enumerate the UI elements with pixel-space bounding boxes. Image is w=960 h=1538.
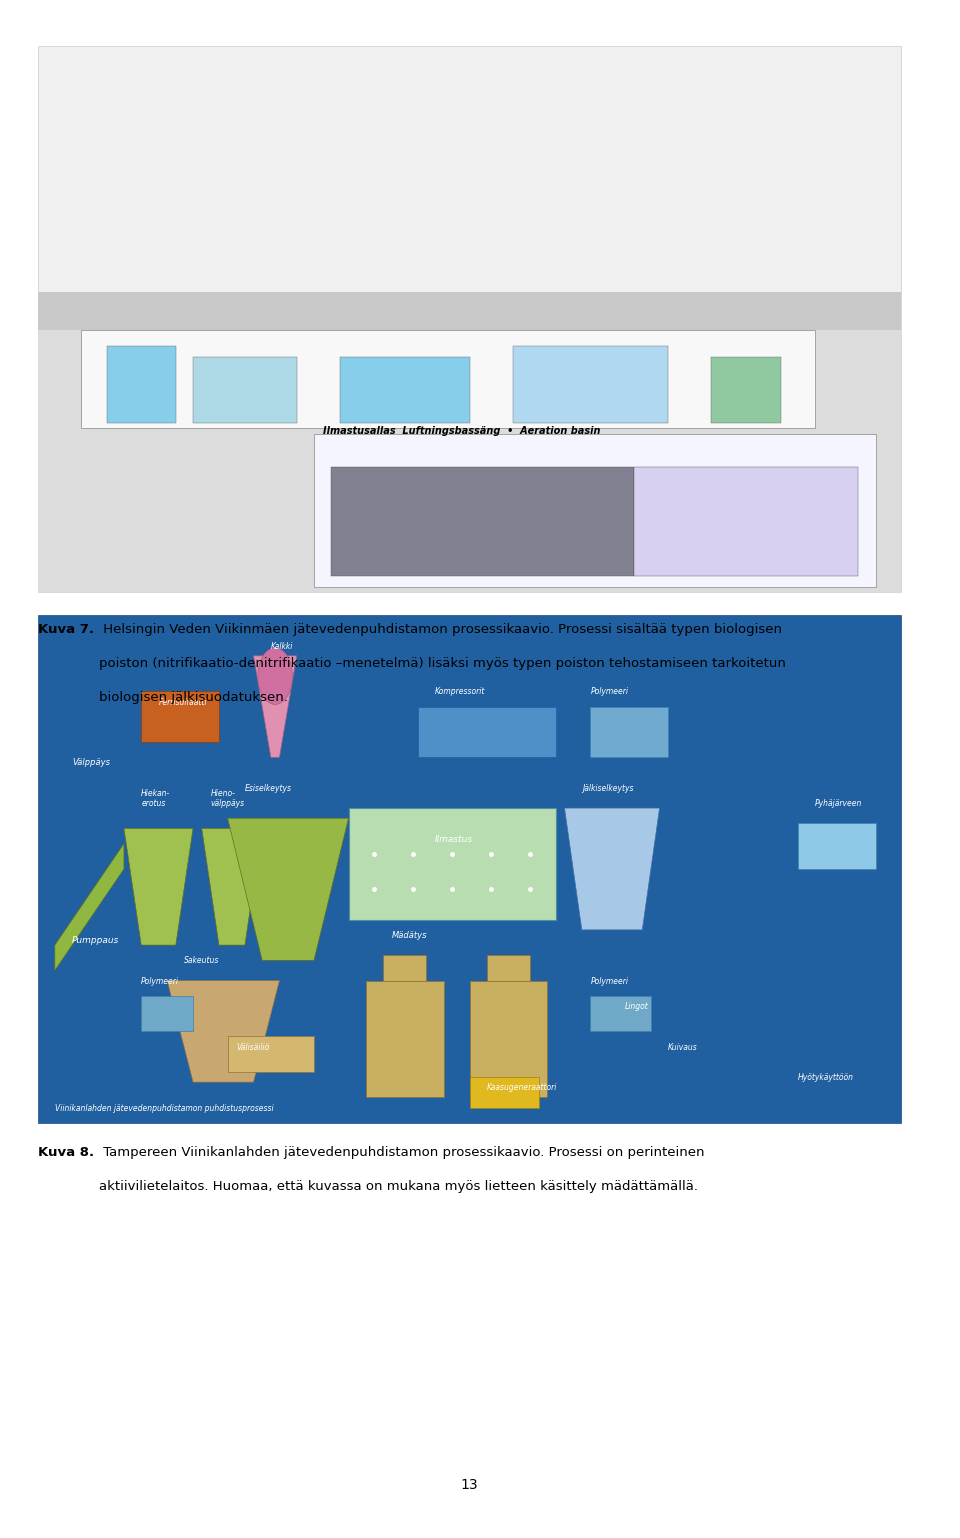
Text: biologisen jälkisuodatuksen.: biologisen jälkisuodatuksen. [99,691,287,703]
Text: poiston (nitrifikaatio-denitrifikaatio –menetelmä) lisäksi myös typen poiston te: poiston (nitrifikaatio-denitrifikaatio –… [99,657,785,669]
Text: 13: 13 [461,1478,478,1492]
Polygon shape [564,807,660,930]
FancyBboxPatch shape [634,466,858,575]
Text: Kuva 8.: Kuva 8. [37,1146,94,1158]
Text: Kompressorit: Kompressorit [435,687,486,697]
Text: Hyötykäyttöön: Hyötykäyttöön [798,1074,853,1083]
FancyBboxPatch shape [37,331,901,592]
Text: aktiivilietelaitos. Huomaa, että kuvassa on mukana myös lietteen käsittely mädät: aktiivilietelaitos. Huomaa, että kuvassa… [99,1180,698,1192]
Text: Välppäys: Välppäys [72,758,110,767]
FancyBboxPatch shape [513,346,668,423]
Text: Kaasugeneraattori: Kaasugeneraattori [487,1083,557,1092]
Text: Ferrisulfaatti: Ferrisulfaatti [158,698,207,706]
Text: Kuivaus: Kuivaus [668,1043,698,1052]
Text: Pumppaus: Pumppaus [72,937,119,944]
Polygon shape [55,843,124,970]
Text: Sakeutus: Sakeutus [184,957,220,966]
FancyBboxPatch shape [141,691,219,741]
Polygon shape [167,981,279,1083]
Text: Polymeeri: Polymeeri [590,977,629,986]
Text: Pyhäjärveen: Pyhäjärveen [815,800,862,807]
Polygon shape [124,829,193,944]
FancyBboxPatch shape [37,292,901,592]
FancyBboxPatch shape [107,346,176,423]
FancyBboxPatch shape [711,357,780,423]
Text: Mädätys: Mädätys [392,930,427,940]
FancyBboxPatch shape [798,823,876,869]
Text: Hiekan-
erotus: Hiekan- erotus [141,789,171,807]
Text: Lingot: Lingot [625,1003,649,1010]
FancyBboxPatch shape [590,997,651,1032]
Polygon shape [469,981,547,1098]
FancyBboxPatch shape [340,357,469,423]
FancyBboxPatch shape [81,331,815,428]
FancyBboxPatch shape [383,955,426,981]
Text: Esiselkeytys: Esiselkeytys [245,784,292,794]
FancyBboxPatch shape [331,466,634,575]
Text: Kalkki: Kalkki [271,641,293,651]
Polygon shape [366,981,444,1098]
FancyBboxPatch shape [469,1077,539,1107]
Polygon shape [228,818,348,960]
Text: Helsingin Veden Viikinmäen jätevedenpuhdistamon prosessikaavio. Prosessi sisältä: Helsingin Veden Viikinmäen jätevedenpuhd… [99,623,781,635]
Circle shape [258,647,293,704]
Polygon shape [253,655,297,757]
Text: Ilmastusallas  Luftningsbassäng  •  Aeration basin: Ilmastusallas Luftningsbassäng • Aeratio… [323,426,600,435]
Text: Kuva 7.: Kuva 7. [37,623,93,635]
FancyBboxPatch shape [487,955,530,981]
FancyBboxPatch shape [141,997,193,1032]
Text: Viinikanlahden jätevedenpuhdistamon puhdistusprosessi: Viinikanlahden jätevedenpuhdistamon puhd… [55,1104,274,1112]
Text: Polymeeri: Polymeeri [141,977,180,986]
FancyBboxPatch shape [193,357,297,423]
Text: Tampereen Viinikanlahden jätevedenpuhdistamon prosessikaavio. Prosessi on perint: Tampereen Viinikanlahden jätevedenpuhdis… [99,1146,704,1158]
FancyBboxPatch shape [314,434,876,586]
FancyBboxPatch shape [418,706,556,757]
FancyBboxPatch shape [590,706,668,757]
Polygon shape [202,829,262,944]
Text: Välisäiliö: Välisäiliö [236,1043,270,1052]
FancyBboxPatch shape [228,1037,314,1072]
Text: Jälkiselkeytys: Jälkiselkeytys [582,784,634,794]
Text: Ilmastus: Ilmastus [435,835,473,843]
Text: Hieno-
välppäys: Hieno- välppäys [210,789,245,807]
FancyBboxPatch shape [348,807,556,920]
Text: Polymeeri: Polymeeri [590,687,629,697]
FancyBboxPatch shape [37,46,901,592]
FancyBboxPatch shape [37,615,901,1123]
